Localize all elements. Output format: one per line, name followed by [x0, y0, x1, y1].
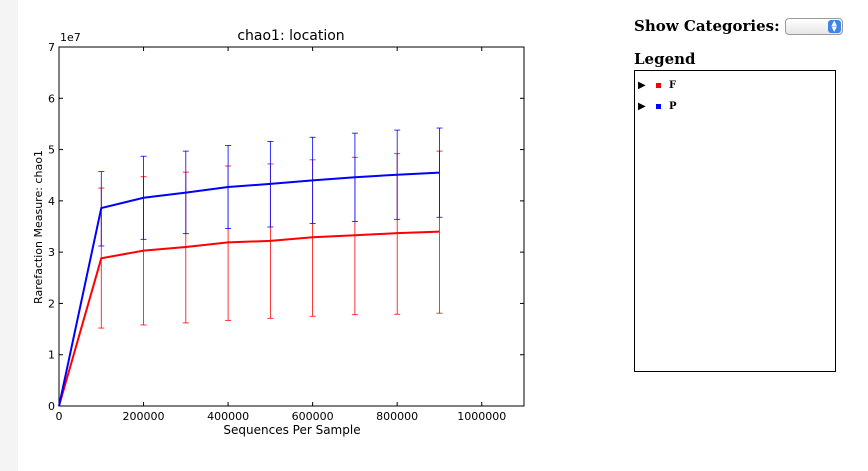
x-tick-label: 1000000 [457, 410, 506, 423]
page-gutter [0, 0, 18, 471]
x-axis-label: Sequences Per Sample [223, 423, 360, 437]
legend-item-p[interactable]: ▶ P [635, 96, 835, 117]
x-tick-label: 800000 [376, 410, 418, 423]
expand-triangle-icon[interactable]: ▶ [638, 101, 646, 112]
y-tick-label: 5 [48, 144, 55, 157]
legend-title: Legend [634, 50, 696, 68]
y-tick-label: 3 [48, 246, 55, 259]
y-tick-label: 0 [48, 400, 55, 413]
legend-label-p: P [669, 101, 677, 112]
y-tick-label: 4 [48, 195, 55, 208]
series-line-f [58, 230, 440, 407]
show-categories-label: Show Categories: [634, 17, 780, 35]
y-tick-label: 1 [48, 349, 55, 362]
y-tick-label: 2 [48, 297, 55, 310]
legend-item-f[interactable]: ▶ F [635, 75, 835, 96]
x-tick-label: 400000 [207, 410, 249, 423]
updown-arrows-icon: ▲ ▼ [827, 19, 841, 33]
series-group [58, 127, 443, 407]
side-panel: Show Categories: ▲ ▼ Legend ▶ F ▶ P [634, 14, 844, 372]
chart-title: chao1: location [237, 28, 344, 44]
y-scale-label: 1e7 [60, 31, 81, 44]
y-axis-label: Rarefaction Measure: chao1 [32, 150, 45, 304]
legend-label-f: F [669, 80, 677, 91]
expand-triangle-icon[interactable]: ▶ [638, 80, 646, 91]
y-tick-label: 7 [48, 41, 55, 54]
legend-swatch-p [656, 104, 661, 109]
categories-select[interactable]: ▲ ▼ [784, 17, 843, 35]
x-tick-label: 600000 [292, 410, 334, 423]
legend-swatch-f [656, 83, 661, 88]
show-categories-row: Show Categories: ▲ ▼ [634, 14, 844, 38]
y-tick-label: 6 [48, 92, 55, 105]
x-tick-label: 200000 [123, 410, 165, 423]
legend-box: ▶ F ▶ P [634, 70, 836, 372]
series-line-p [58, 171, 440, 407]
x-tick-label: 0 [56, 410, 63, 423]
plot-frame [58, 46, 525, 407]
axes: 0 200000 400000 600000 800000 1000000 0 1 2 3 4 5 6 7 [48, 41, 524, 423]
